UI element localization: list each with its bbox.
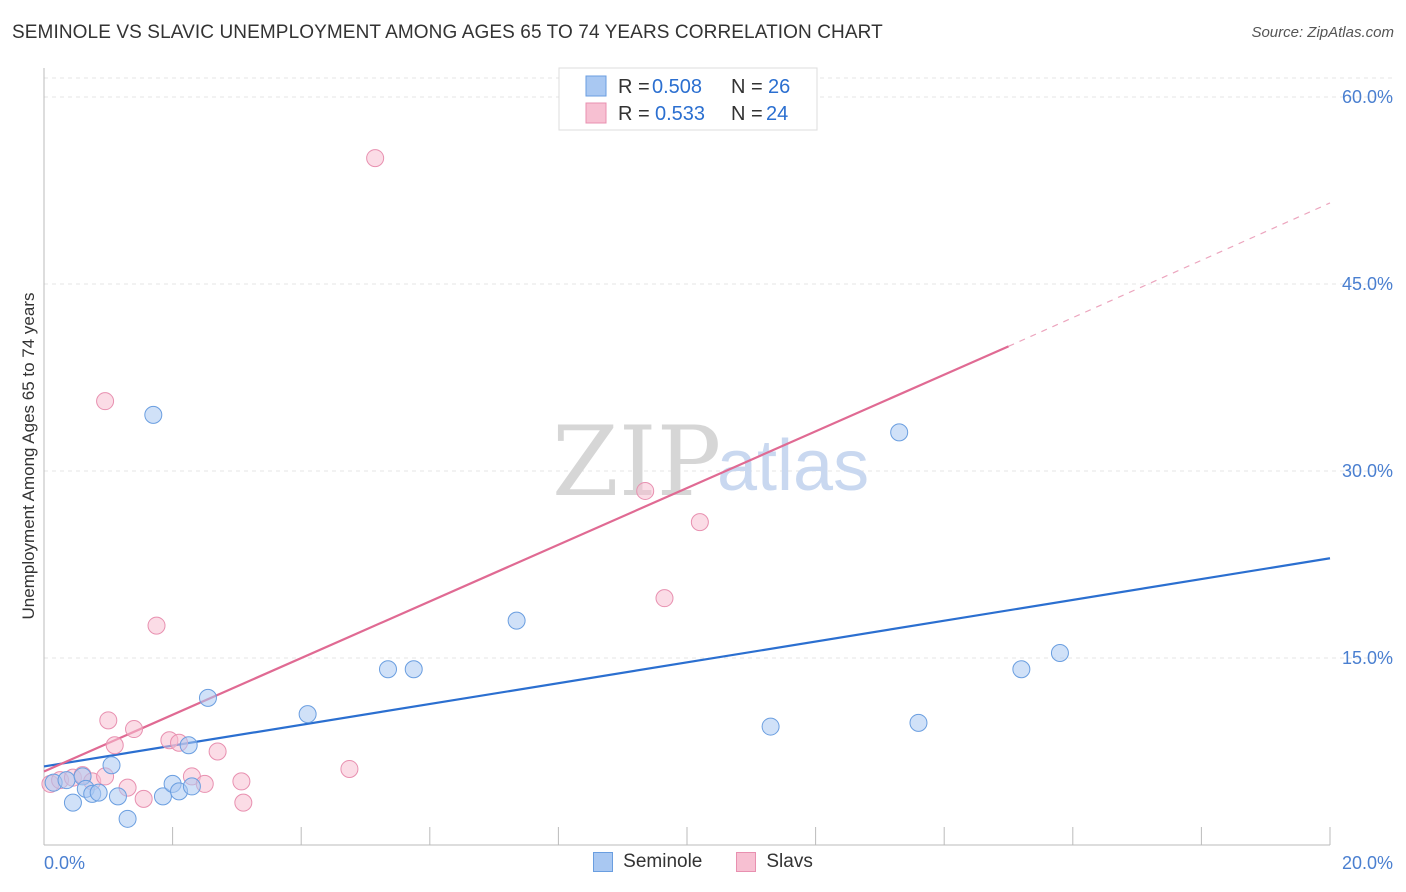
y-tick-label: 30.0%	[1342, 461, 1393, 481]
point-seminole	[57, 771, 76, 790]
point-slavs	[134, 789, 153, 808]
point-seminole	[63, 793, 82, 812]
legend-r-label-seminole: R =	[618, 76, 650, 98]
y-tick-label: 45.0%	[1342, 274, 1393, 294]
point-slavs	[234, 793, 253, 812]
point-seminole	[153, 787, 172, 806]
bottom-legend-swatch-seminole	[593, 852, 614, 872]
trendlines	[43, 202, 1331, 773]
point-slavs	[636, 481, 655, 500]
watermark-zip: ZIP	[552, 406, 721, 518]
point-slavs	[655, 589, 674, 608]
legend-n-label-slavs: N =	[731, 103, 763, 125]
point-seminole	[118, 809, 137, 828]
point-slavs	[96, 392, 115, 411]
bottom-legend-swatch-slavs	[736, 852, 757, 872]
point-slavs	[366, 149, 385, 168]
point-slavs	[105, 736, 124, 755]
point-seminole	[1050, 644, 1069, 663]
bottom-legend: Seminole Slavs	[0, 851, 1406, 873]
point-slavs	[232, 772, 251, 791]
source-label: Source: ZipAtlas.com	[1251, 24, 1394, 41]
point-slavs	[125, 720, 144, 739]
watermark: ZIP atlas	[552, 406, 869, 518]
trendline-seminole	[43, 557, 1331, 768]
point-seminole	[102, 756, 121, 775]
x-tick-label: 20.0%	[1342, 853, 1393, 873]
point-slavs	[690, 513, 709, 532]
point-slavs	[147, 616, 166, 635]
point-seminole	[379, 660, 398, 679]
point-seminole	[761, 717, 780, 736]
legend-r-value-slavs: 0.533	[655, 103, 705, 125]
legend-swatch-slavs	[585, 102, 607, 124]
bottom-legend-item-seminole: Seminole	[593, 851, 702, 873]
x-tick-label: 0.0%	[44, 853, 85, 873]
legend-n-value-seminole: 26	[768, 76, 790, 98]
point-seminole	[108, 787, 127, 806]
x-axis-tick-labels: 0.0% 20.0%	[44, 853, 1393, 873]
watermark-atlas: atlas	[717, 426, 869, 506]
y-axis-tick-labels: 15.0% 30.0% 45.0% 60.0%	[1342, 87, 1393, 668]
bottom-legend-label-seminole: Seminole	[623, 851, 703, 872]
legend-n-value-slavs: 24	[766, 103, 788, 125]
y-axis-label: Unemployment Among Ages 65 to 74 years	[19, 293, 38, 620]
point-seminole	[1012, 660, 1031, 679]
bottom-legend-label-slavs: Slavs	[766, 851, 813, 872]
point-seminole	[890, 423, 909, 442]
legend-r-label-slavs: R =	[618, 103, 650, 125]
point-seminole	[179, 736, 198, 755]
legend-n-label-seminole: N =	[731, 76, 763, 98]
point-seminole	[909, 713, 928, 732]
point-slavs	[340, 759, 359, 778]
point-seminole	[404, 660, 423, 679]
trendline-slavs-extension	[1008, 202, 1331, 347]
trendline-slavs	[43, 345, 1009, 773]
legend-swatch-seminole	[585, 75, 607, 97]
point-slavs	[208, 742, 227, 761]
legend-r-value-seminole: 0.508	[652, 76, 702, 98]
y-tick-label: 15.0%	[1342, 648, 1393, 668]
point-seminole	[182, 777, 201, 796]
point-seminole	[507, 611, 526, 630]
point-seminole	[89, 783, 108, 802]
gridlines	[44, 77, 1394, 659]
chart-title: SEMINOLE VS SLAVIC UNEMPLOYMENT AMONG AG…	[12, 22, 883, 43]
point-seminole	[198, 688, 217, 707]
point-slavs	[99, 711, 118, 730]
y-tick-label: 60.0%	[1342, 87, 1393, 107]
legend-box: R = 0.508 N = 26 R = 0.533 N = 24	[558, 67, 818, 131]
bottom-legend-item-slavs: Slavs	[736, 851, 813, 873]
x-axis-ticks	[43, 827, 1331, 845]
data-points	[41, 149, 1069, 828]
point-seminole	[144, 405, 163, 424]
point-seminole	[298, 705, 317, 724]
